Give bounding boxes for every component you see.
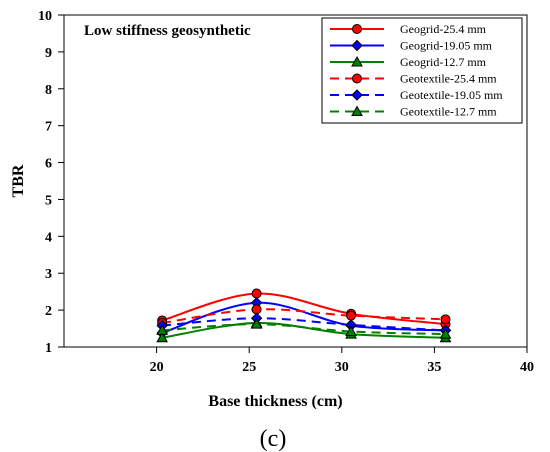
x-tick-label: 35 [427, 360, 441, 375]
panel-label: (c) [260, 426, 287, 452]
legend-marker-geogrid-25-4-mm [352, 24, 362, 34]
series-line-geotextile-25-4-mm [162, 308, 446, 325]
x-tick-label: 20 [150, 360, 164, 375]
x-tick-label: 40 [520, 360, 534, 375]
legend-box [321, 17, 523, 124]
legend-label-geogrid-19-05-mm: Geogrid-19.05 mm [400, 39, 493, 53]
y-tick-label: 6 [45, 157, 52, 172]
data-point-geotextile-25-4-mm [346, 310, 357, 321]
series-curves [161, 292, 446, 339]
y-tick-label: 8 [45, 83, 52, 98]
data-point-geotextile-12-7-mm [439, 328, 452, 339]
data-point-geotextile-25-4-mm [440, 314, 451, 325]
legend-marker-geotextile-12-7-mm [351, 105, 363, 116]
legend-label-geotextile-25-4-mm: Geotextile-25.4 mm [400, 72, 497, 86]
legend-label-geotextile-19-05-mm: Geotextile-19.05 mm [400, 88, 503, 102]
data-point-geogrid-25-4-mm [251, 288, 262, 299]
legend-marker-geogrid-19-05-mm [351, 39, 363, 52]
data-point-geotextile-12-7-mm [156, 324, 169, 335]
chart-title: Low stiffness geosynthetic [84, 23, 251, 39]
series-line-geogrid-25-4-mm [161, 292, 446, 326]
data-point-geogrid-12-7-mm [156, 331, 169, 343]
series-markers [156, 288, 452, 343]
y-tick-label: 3 [45, 267, 52, 282]
series-line-geotextile-12-7-mm [162, 323, 446, 336]
y-tick-label: 7 [45, 120, 52, 135]
plot-frame [63, 14, 528, 348]
axes: 20 25 30 35 40 1 2 3 4 5 6 7 8 9 10 [38, 9, 534, 375]
y-axis-label: TBR [10, 164, 27, 197]
chart-labels: Base thickness (cm) TBR Low stiffness geos… [10, 23, 343, 452]
y-tick-label: 1 [45, 341, 52, 356]
legend-marker-geogrid-12-7-mm [351, 55, 363, 67]
legend-label-geogrid-12-7-mm: Geogrid-12.7 mm [400, 55, 487, 69]
y-tick-label: 2 [45, 304, 52, 319]
legend-label-geogrid-25-4-mm: Geogrid-25.4 mm [400, 22, 487, 36]
x-tick-label: 30 [335, 360, 349, 375]
x-tick-label: 25 [242, 360, 256, 375]
legend-label-geotextile-12-7-mm: Geotextile-12.7 mm [400, 105, 497, 119]
legend: Geogrid-25.4 mm Geogrid-19.05 mm Geogrid-1… [321, 17, 523, 124]
y-tick-label: 4 [45, 230, 52, 245]
y-tick-label: 5 [45, 193, 52, 208]
legend-marker-geotextile-19-05-mm [351, 89, 363, 101]
data-point-geotextile-12-7-mm [345, 325, 357, 337]
series-line-geogrid-12-7-mm [162, 322, 446, 339]
y-tick-label: 10 [38, 9, 52, 24]
data-point-geotextile-12-7-mm [250, 318, 263, 329]
series-line-geotextile-19-05-mm [162, 317, 446, 332]
x-axis-label: Base thickness (cm) [208, 393, 342, 410]
y-tick-label: 9 [45, 46, 52, 61]
legend-marker-geotextile-25-4-mm [352, 73, 362, 84]
